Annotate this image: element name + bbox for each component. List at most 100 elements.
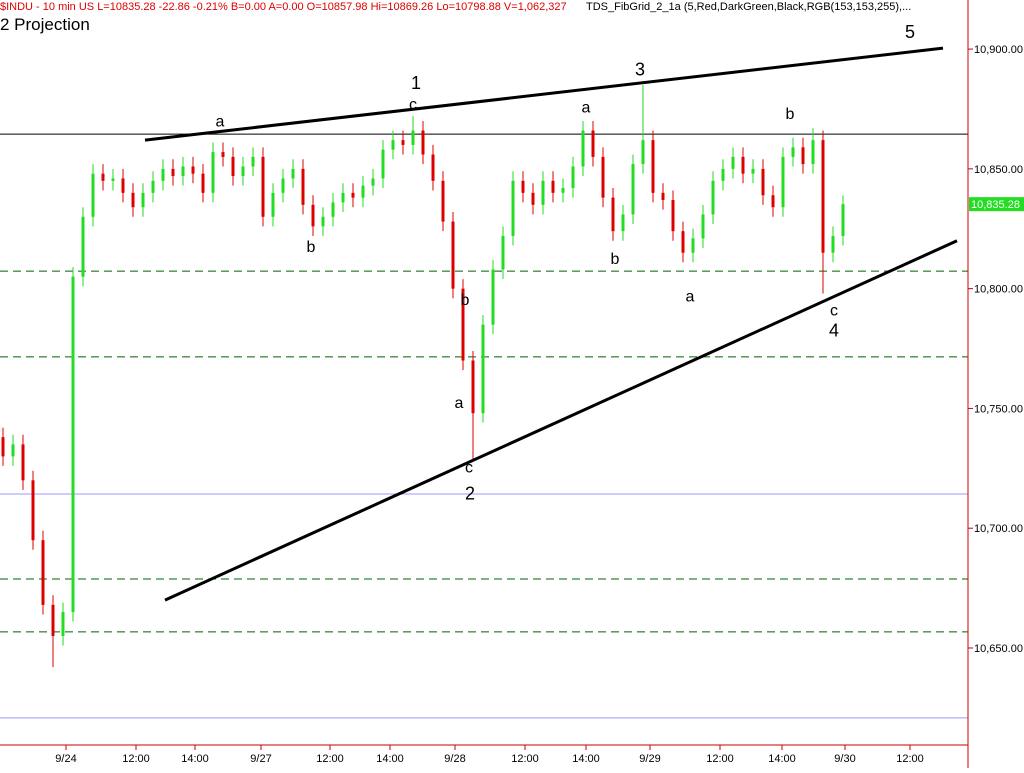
candle-body bbox=[441, 180, 445, 222]
candle-body bbox=[401, 140, 405, 145]
candle-body bbox=[791, 147, 795, 157]
candle-body bbox=[771, 195, 775, 208]
candle-body bbox=[801, 147, 805, 165]
x-tick-label: 12:00 bbox=[511, 753, 539, 765]
wave-label: c bbox=[465, 460, 473, 477]
candle-body bbox=[571, 166, 575, 189]
candle-body bbox=[471, 360, 475, 414]
x-tick-label: 12:00 bbox=[122, 753, 150, 765]
candle-body bbox=[61, 612, 65, 637]
candle-body bbox=[581, 130, 585, 167]
x-tick-label: 9/30 bbox=[834, 753, 855, 765]
wave-label: a bbox=[686, 288, 695, 305]
wave-label: a bbox=[216, 113, 225, 130]
candle-body bbox=[651, 140, 655, 193]
candle-body bbox=[541, 180, 545, 205]
candle-body bbox=[601, 156, 605, 198]
x-tick-label: 14:00 bbox=[572, 753, 600, 765]
candle-body bbox=[701, 214, 705, 239]
header-quote: $INDU - 10 min US L=10835.28 -22.86 -0.2… bbox=[0, 1, 567, 13]
candle-body bbox=[381, 149, 385, 179]
candle-body bbox=[561, 188, 565, 193]
last-price-label: 10,835.28 bbox=[971, 199, 1020, 211]
candle-body bbox=[391, 140, 395, 150]
candle-body bbox=[521, 180, 525, 193]
candle-body bbox=[241, 166, 245, 177]
x-tick-label: 12:00 bbox=[706, 753, 734, 765]
candle-body bbox=[21, 444, 25, 481]
candle-body bbox=[781, 156, 785, 208]
x-tick-label: 9/24 bbox=[55, 753, 76, 765]
candle-body bbox=[331, 202, 335, 217]
candle-body bbox=[511, 180, 515, 236]
candle-body bbox=[661, 192, 665, 201]
candle-body bbox=[101, 173, 105, 181]
trend-line bbox=[164, 239, 958, 602]
last-price-box bbox=[969, 197, 1024, 212]
candle-body bbox=[361, 185, 365, 198]
wave-label: b bbox=[461, 292, 470, 309]
candle-body bbox=[81, 216, 85, 277]
candle-body bbox=[141, 192, 145, 208]
candle-body bbox=[461, 288, 465, 361]
candle-body bbox=[551, 180, 555, 193]
candle-body bbox=[231, 156, 235, 177]
candle-body bbox=[721, 168, 725, 181]
candle-body bbox=[671, 200, 675, 232]
candle-body bbox=[11, 444, 15, 457]
candle-body bbox=[181, 166, 185, 177]
candle-body bbox=[451, 221, 455, 289]
candle-body bbox=[41, 540, 45, 605]
candle-body bbox=[611, 197, 615, 232]
candle-body bbox=[31, 480, 35, 541]
candle-body bbox=[621, 214, 625, 232]
candle-body bbox=[221, 152, 225, 157]
x-tick-label: 14:00 bbox=[376, 753, 404, 765]
candle-body bbox=[731, 156, 735, 169]
candle-body bbox=[131, 192, 135, 208]
x-tick-label: 14:00 bbox=[768, 753, 796, 765]
wave-label: c bbox=[409, 96, 417, 113]
candle-body bbox=[261, 156, 265, 217]
candle-body bbox=[321, 216, 325, 227]
candle-body bbox=[51, 604, 55, 637]
wave-label: a bbox=[455, 395, 464, 412]
candle-body bbox=[411, 130, 415, 145]
candle-body bbox=[711, 180, 715, 215]
candle-body bbox=[341, 192, 345, 203]
y-tick-label: 10,700.00 bbox=[974, 523, 1023, 535]
candle-body bbox=[641, 140, 645, 165]
candle-body bbox=[431, 154, 435, 181]
y-tick-label: 10,650.00 bbox=[974, 643, 1023, 655]
candle-body bbox=[161, 168, 165, 181]
x-tick-label: 12:00 bbox=[896, 753, 924, 765]
candle-body bbox=[421, 130, 425, 155]
candle-body bbox=[681, 231, 685, 253]
candle-body bbox=[531, 192, 535, 205]
candle-body bbox=[191, 166, 195, 174]
x-tick-label: 9/29 bbox=[639, 753, 660, 765]
wave-label: 5 bbox=[905, 22, 915, 42]
candle-body bbox=[151, 180, 155, 193]
candle-body bbox=[301, 168, 305, 205]
candle-body bbox=[741, 156, 745, 174]
candle-body bbox=[831, 235, 835, 253]
candle-body bbox=[91, 173, 95, 217]
wave-label: 2 bbox=[465, 483, 475, 503]
x-tick-label: 12:00 bbox=[316, 753, 344, 765]
candle-body bbox=[351, 192, 355, 198]
candle-body bbox=[171, 168, 175, 177]
wave-label: b bbox=[307, 239, 316, 256]
candle-body bbox=[371, 178, 375, 186]
candle-body bbox=[591, 130, 595, 157]
wave-label: 4 bbox=[829, 321, 839, 341]
candle-body bbox=[121, 178, 125, 193]
candle-body bbox=[811, 140, 815, 165]
trend-line bbox=[144, 46, 944, 142]
wave-label: b bbox=[611, 251, 620, 268]
candle-body bbox=[71, 276, 75, 613]
candle-body bbox=[691, 238, 695, 253]
candle-body bbox=[761, 168, 765, 196]
y-tick-label: 10,750.00 bbox=[974, 403, 1023, 415]
